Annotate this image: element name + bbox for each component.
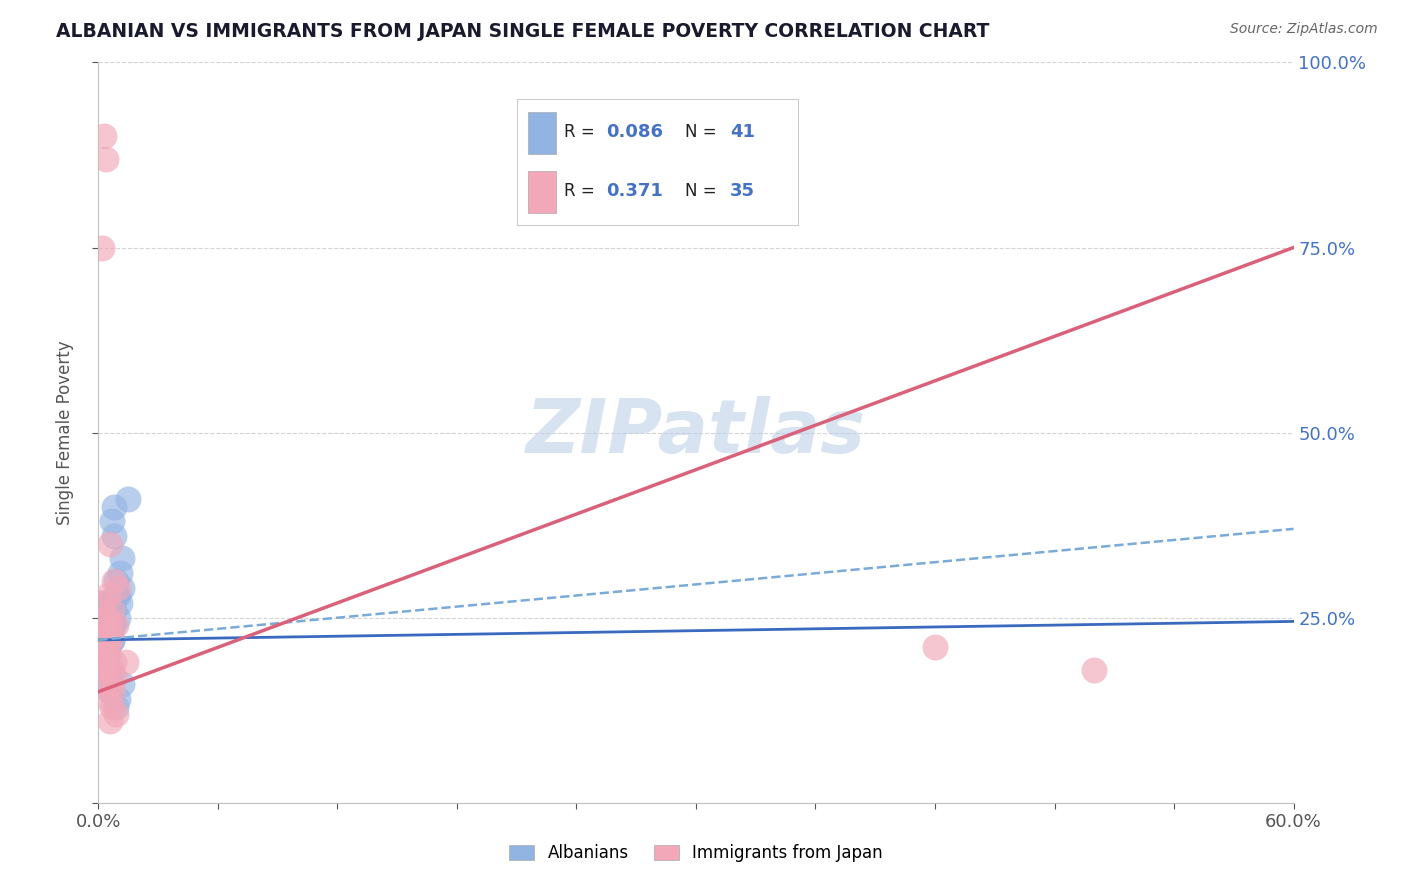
Point <box>97 618 120 632</box>
Point <box>97 692 120 706</box>
Point <box>98 625 122 640</box>
Point <box>96 670 118 684</box>
Point <box>93 603 115 617</box>
Point <box>96 677 118 691</box>
Point <box>103 670 125 684</box>
Point <box>107 589 129 603</box>
Legend: Albanians, Immigrants from Japan: Albanians, Immigrants from Japan <box>502 838 890 869</box>
Point <box>105 706 128 721</box>
Point <box>98 625 122 640</box>
Text: ZIPatlas: ZIPatlas <box>526 396 866 469</box>
Point <box>97 589 120 603</box>
Point <box>101 663 124 677</box>
Point <box>97 640 120 655</box>
Point <box>91 596 114 610</box>
Point <box>96 632 118 647</box>
Point <box>96 655 118 669</box>
Point <box>105 699 128 714</box>
Point <box>101 618 124 632</box>
Point <box>103 574 125 588</box>
Point <box>105 618 128 632</box>
Point <box>98 536 122 550</box>
Point <box>93 129 115 144</box>
Point <box>101 603 124 617</box>
Point <box>110 596 132 610</box>
Point <box>93 610 115 624</box>
Point <box>103 618 125 632</box>
Point <box>103 500 125 514</box>
Point <box>103 529 125 543</box>
Point <box>93 648 115 662</box>
Point <box>98 632 122 647</box>
Point <box>93 663 115 677</box>
Point <box>96 655 118 669</box>
Point <box>96 648 118 662</box>
Point <box>98 596 122 610</box>
Point <box>107 581 129 595</box>
Point <box>97 663 120 677</box>
Point <box>115 655 138 669</box>
Point <box>93 648 115 662</box>
Point <box>96 655 118 669</box>
Point <box>97 625 120 640</box>
Point <box>101 685 124 699</box>
Point <box>97 640 120 655</box>
Y-axis label: Single Female Poverty: Single Female Poverty <box>56 341 75 524</box>
Point <box>103 603 125 617</box>
Point <box>96 610 118 624</box>
Text: ALBANIAN VS IMMIGRANTS FROM JAPAN SINGLE FEMALE POVERTY CORRELATION CHART: ALBANIAN VS IMMIGRANTS FROM JAPAN SINGLE… <box>56 22 990 41</box>
Point <box>101 632 124 647</box>
Point <box>93 625 115 640</box>
Point <box>110 566 132 581</box>
Point <box>107 610 129 624</box>
Point <box>101 632 124 647</box>
Point <box>103 655 125 669</box>
Point <box>111 551 134 566</box>
Point <box>91 596 114 610</box>
Point <box>97 610 120 624</box>
Point <box>96 152 118 166</box>
Point <box>107 692 129 706</box>
Point <box>924 640 946 655</box>
Point <box>93 663 115 677</box>
Point <box>105 574 128 588</box>
Point <box>98 618 122 632</box>
Point <box>98 685 122 699</box>
Point <box>98 714 122 729</box>
Point <box>111 677 134 691</box>
Point <box>91 240 114 255</box>
Point <box>105 589 128 603</box>
Point <box>101 677 124 691</box>
Point <box>1083 663 1105 677</box>
Point <box>98 632 122 647</box>
Point <box>101 515 124 529</box>
Text: Source: ZipAtlas.com: Source: ZipAtlas.com <box>1230 22 1378 37</box>
Point <box>117 492 139 507</box>
Point <box>93 610 115 624</box>
Point <box>98 625 122 640</box>
Point <box>97 640 120 655</box>
Point <box>96 632 118 647</box>
Point <box>101 699 124 714</box>
Point <box>111 581 134 595</box>
Point <box>97 648 120 662</box>
